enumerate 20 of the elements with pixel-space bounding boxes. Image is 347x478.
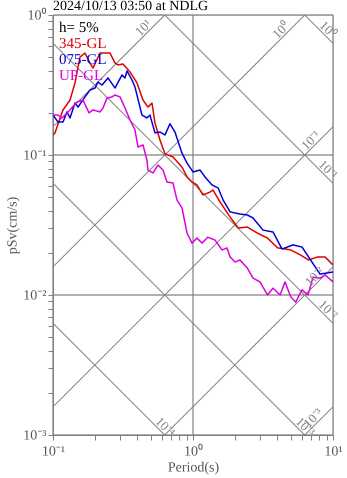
annotation: 10⁻¹ (298, 127, 324, 153)
x-axis-title: Period(s) (168, 460, 220, 476)
y-tick-label: 10⁻¹ (23, 148, 46, 164)
chart-title: 2024/10/13 03:50 at NDLG (53, 0, 208, 14)
y-tick-label: 10⁻² (23, 288, 46, 304)
annotation: 10⁻⁴ (152, 414, 179, 440)
y-tick-label: 10⁰ (28, 8, 46, 24)
x-tick-label: 10⁰ (184, 444, 203, 460)
annotation: 10⁰ (316, 18, 340, 42)
x-tick-label: 10⁻¹ (42, 444, 66, 460)
annotation: 10¹ (132, 16, 154, 39)
x-tick-label: 10¹ (324, 444, 343, 460)
y-axis-title: pSv(cm/s) (5, 196, 20, 254)
series-label: 345-GL (59, 36, 106, 52)
annotation: h= 5% (59, 20, 99, 36)
y-tick-label: 10⁻³ (23, 428, 46, 444)
annotation: 10⁻² (302, 264, 328, 289)
annotation: 10⁻¹ (316, 156, 342, 182)
annotation: 10⁰ (269, 18, 292, 42)
annotation: 10⁻² (316, 296, 342, 322)
